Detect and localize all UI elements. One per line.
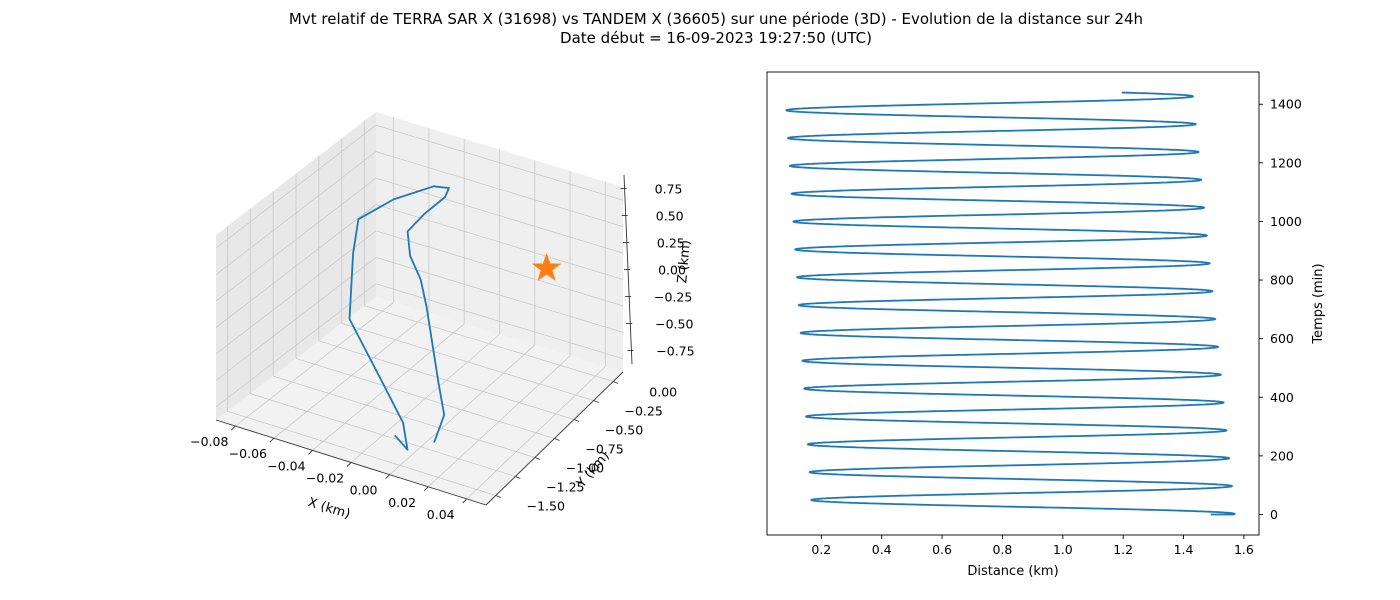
z-tick-label: 0.75 bbox=[655, 182, 683, 197]
z-tick-label: −0.25 bbox=[654, 290, 692, 305]
y-tick-label: 1200 bbox=[1270, 155, 1302, 170]
x-tick-mark bbox=[308, 450, 313, 455]
x-gridline-floor bbox=[427, 355, 571, 488]
x-gridline-floor bbox=[389, 344, 536, 475]
y-tick-mark bbox=[495, 495, 501, 498]
x-tick-label: 1.2 bbox=[1113, 542, 1133, 557]
z-tick-label: 0.00 bbox=[658, 263, 686, 278]
x-tick-label: −0.02 bbox=[306, 471, 344, 486]
x-tick-label: 0.4 bbox=[872, 542, 892, 557]
x-tick-mark bbox=[385, 474, 390, 479]
x-tick-mark bbox=[462, 498, 468, 504]
y-tick-label: 800 bbox=[1270, 273, 1294, 288]
x-axis-label: X (km) bbox=[306, 495, 352, 522]
x-gridline-floor bbox=[466, 366, 606, 500]
y-tick-label: 0 bbox=[1270, 507, 1278, 522]
y-tick-label: 1400 bbox=[1270, 97, 1302, 112]
z-axis-label: Z (km) bbox=[675, 239, 694, 284]
figure-title: Mvt relatif de TERRA SAR X (31698) vs TA… bbox=[0, 10, 1400, 48]
y-tick-label: 600 bbox=[1270, 331, 1294, 346]
x-tick-mark bbox=[346, 462, 352, 467]
z-gridline bbox=[215, 230, 624, 355]
trajectory-line bbox=[348, 185, 450, 451]
y-tick-label: −1.50 bbox=[527, 499, 565, 514]
x-tick-mark bbox=[269, 437, 275, 443]
x-tick-label: 1.6 bbox=[1234, 542, 1254, 557]
y-tick-mark bbox=[515, 476, 521, 479]
z-gridline bbox=[215, 204, 624, 328]
title-line-2: Date début = 16-09-2023 19:27:50 (UTC) bbox=[560, 29, 872, 47]
star-marker bbox=[531, 252, 562, 281]
y-gridline-floor bbox=[318, 340, 575, 420]
plot-3d: −0.08−0.06−0.04−0.020.000.020.04X (km)0.… bbox=[190, 112, 695, 522]
x-tick-label: −0.08 bbox=[190, 434, 228, 449]
z-gridline bbox=[215, 256, 624, 381]
x-tick-label: 0.8 bbox=[992, 542, 1012, 557]
x-tick-label: 1.0 bbox=[1053, 542, 1073, 557]
x-tick-label: 0.00 bbox=[350, 483, 378, 498]
y-tick-mark bbox=[554, 438, 560, 441]
y-gridline-floor bbox=[341, 322, 594, 401]
y-axis-label: Temps (min) bbox=[1311, 263, 1326, 344]
y-gridline-floor bbox=[364, 305, 614, 382]
z-tick-label: −0.50 bbox=[655, 317, 693, 332]
z-gridline bbox=[215, 177, 624, 302]
x-tick-label: −0.06 bbox=[229, 446, 267, 461]
x-tick-label: 0.02 bbox=[388, 495, 416, 510]
y-tick-label: −0.25 bbox=[624, 404, 662, 419]
y-gridline-floor bbox=[295, 358, 555, 439]
y-tick-mark bbox=[593, 400, 599, 403]
y-tick-label: 1000 bbox=[1270, 214, 1302, 229]
y-tick-label: −0.75 bbox=[585, 442, 623, 457]
x-tick-label: −0.04 bbox=[267, 458, 305, 473]
x-tick-mark bbox=[230, 425, 236, 431]
y-tick-mark bbox=[534, 457, 541, 460]
y-tick-mark bbox=[573, 419, 580, 422]
z-gridline bbox=[215, 283, 624, 408]
plot-distance-time: 0.2 0.4 0.6 0.8 1.0 1.2 1.4 1.6 Distance (km) 0 20… bbox=[766, 71, 1326, 579]
y-tick-label: −1.25 bbox=[546, 480, 584, 495]
z-tick-label: 0.25 bbox=[657, 236, 685, 251]
z-tick-label: 0.50 bbox=[656, 209, 684, 224]
y-tick-label: 400 bbox=[1270, 390, 1294, 405]
z-gridline bbox=[215, 124, 624, 249]
x-tick-mark bbox=[423, 486, 429, 492]
y-tick-label: 0.00 bbox=[649, 385, 677, 400]
x-tick-label: 0.6 bbox=[932, 542, 952, 557]
y-tick-label: 200 bbox=[1270, 448, 1294, 463]
plot-frame bbox=[766, 71, 1260, 536]
distance-curve bbox=[785, 91, 1236, 516]
y-tick-mark bbox=[613, 381, 619, 384]
z-tick-label: −0.75 bbox=[656, 344, 694, 359]
y-tick-label: −0.50 bbox=[605, 423, 643, 438]
y-tick-label: −1.00 bbox=[566, 461, 604, 476]
x-axis-label: Distance (km) bbox=[967, 564, 1058, 579]
x-tick-label: 1.4 bbox=[1174, 542, 1194, 557]
z-gridline bbox=[215, 151, 624, 275]
title-line-1: Mvt relatif de TERRA SAR X (31698) vs TA… bbox=[288, 10, 1144, 28]
x-tick-label: 0.2 bbox=[811, 542, 831, 557]
x-tick-label: 0.04 bbox=[427, 507, 455, 522]
